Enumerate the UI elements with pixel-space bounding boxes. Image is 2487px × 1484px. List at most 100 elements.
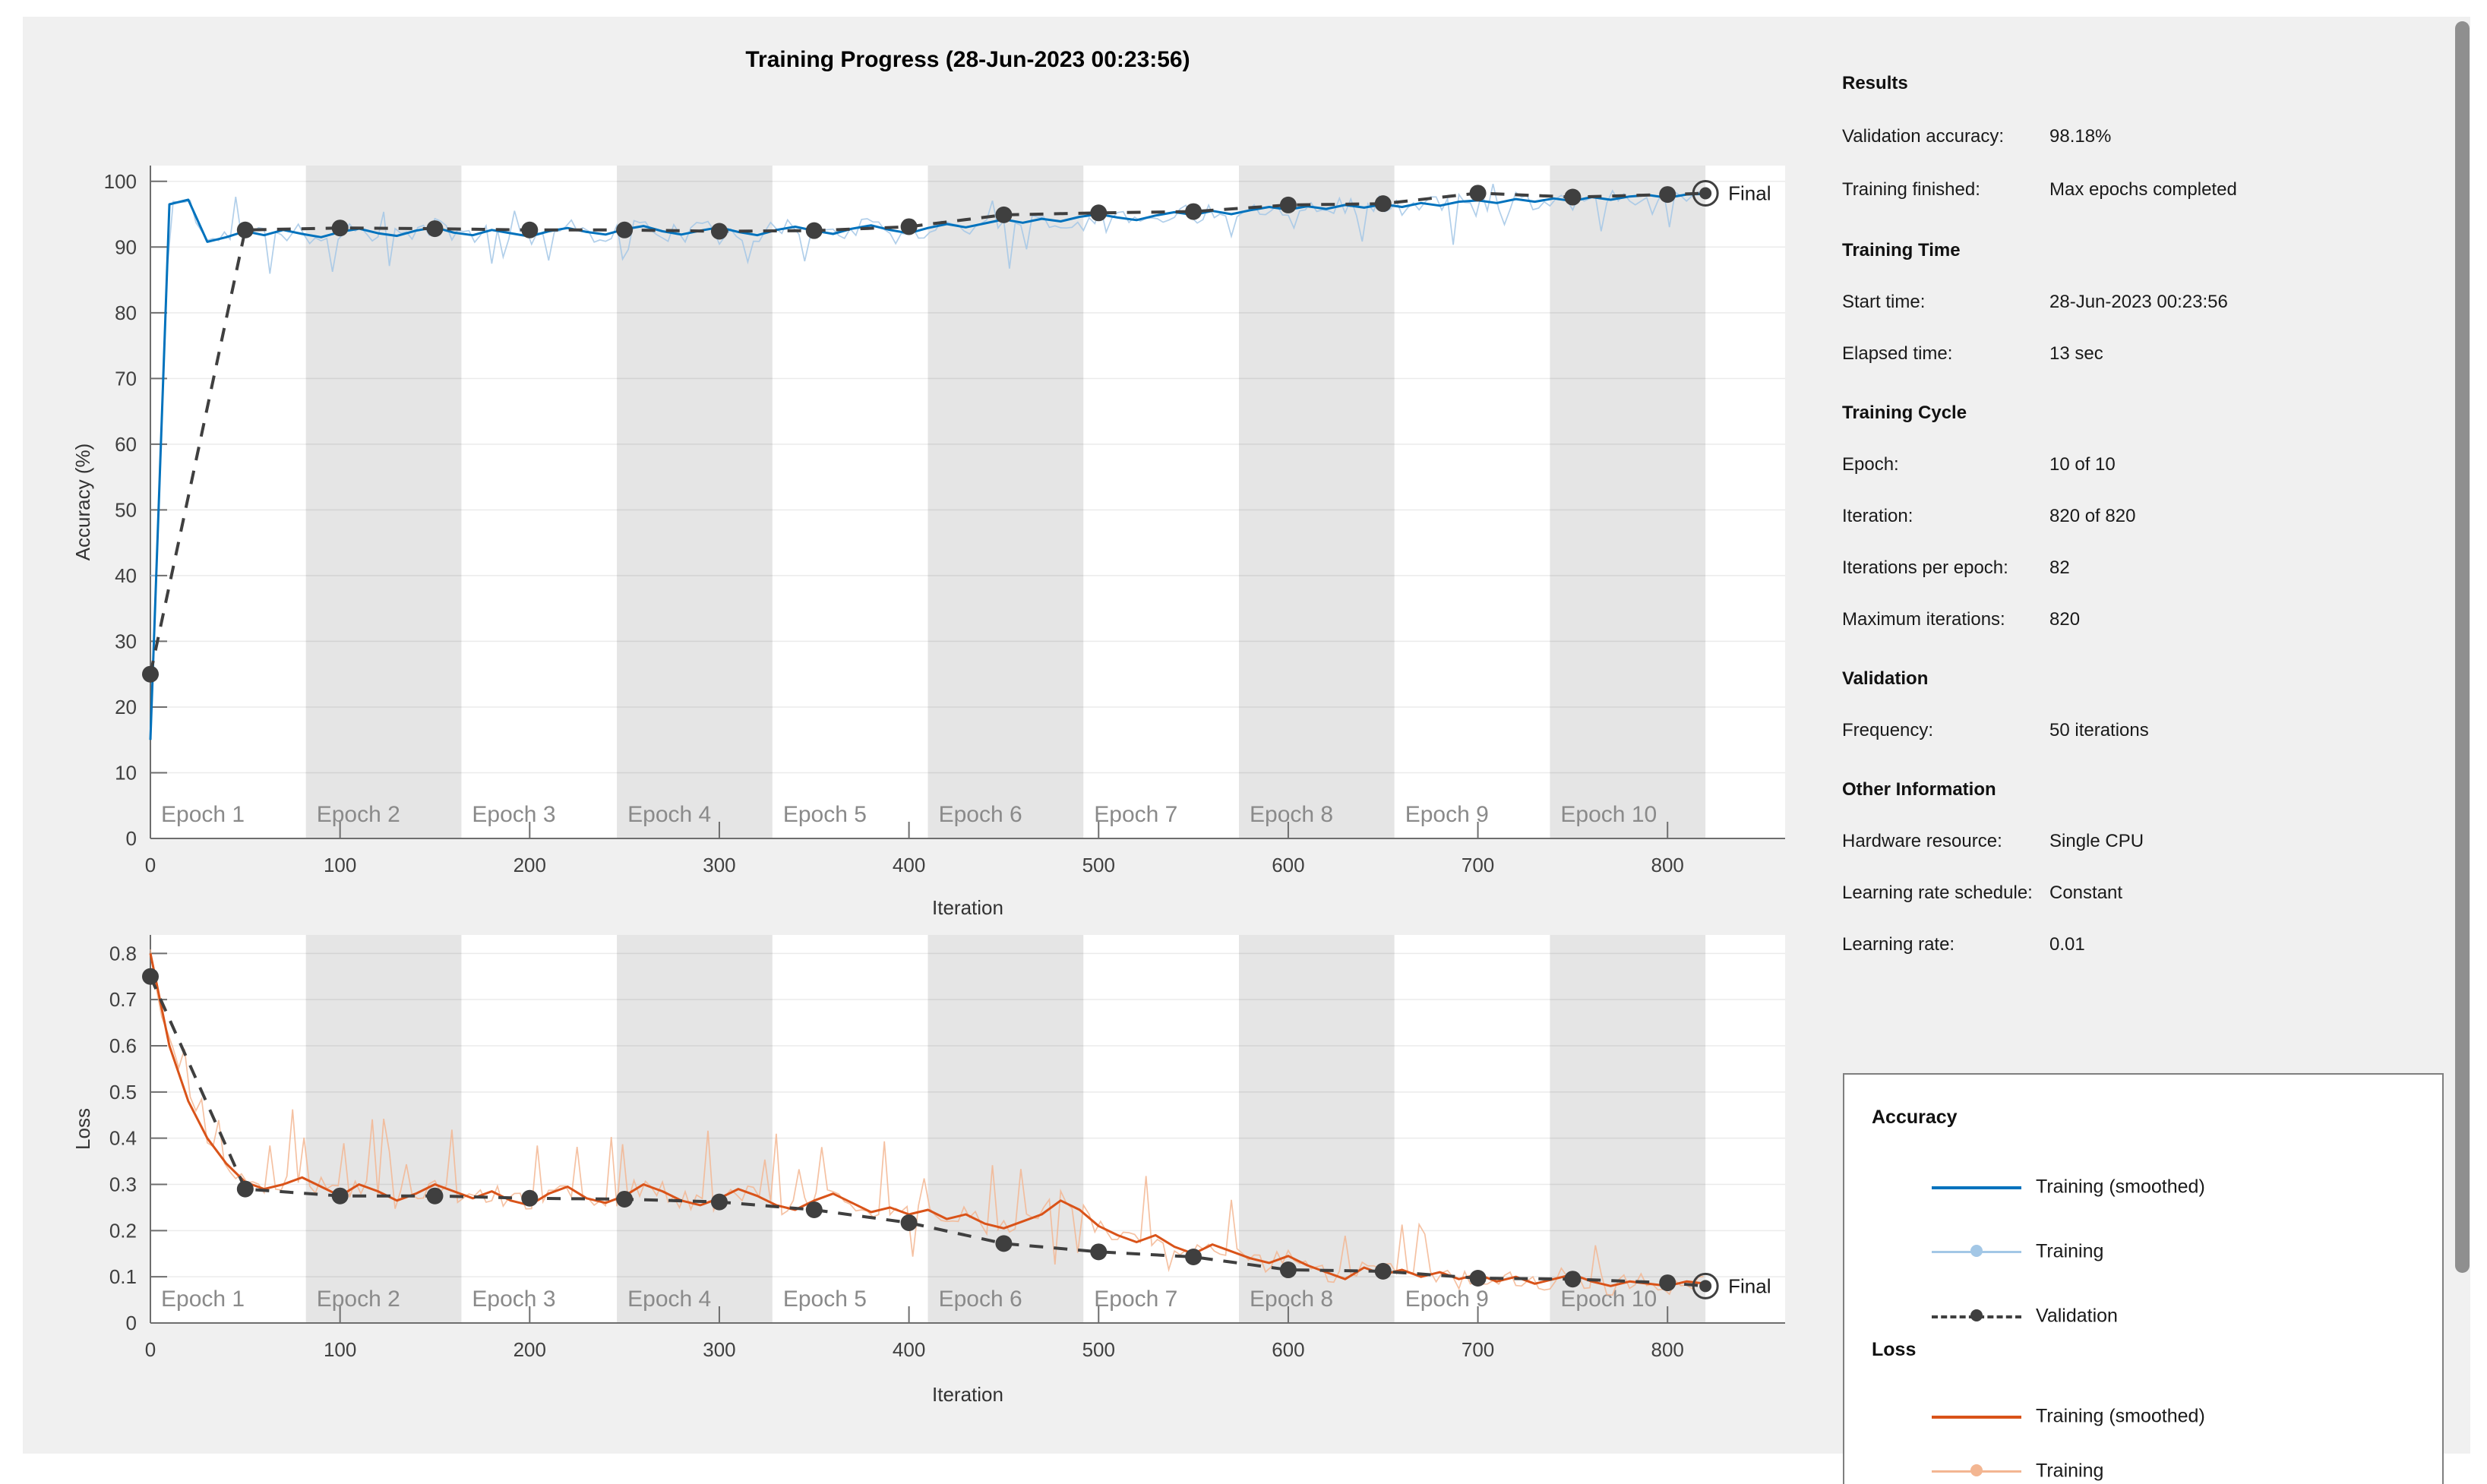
loss-chart: 0 0.1 0.2 0.3 0.4 0.5 0.6 0.7 0.8 0 100 200 300 400 50…	[71, 935, 1785, 1406]
epoch-label: Epoch 10	[1560, 1287, 1657, 1312]
accuracy-chart: 0 10 20 30 40 50 60 70 80 90 100 0 100 200 300 400 500 60…	[71, 166, 1785, 919]
svg-text:80: 80	[115, 302, 137, 324]
epoch-band	[1394, 166, 1550, 838]
loss-raw-marker-swatch	[1970, 1464, 1983, 1476]
validation-marker	[142, 665, 159, 683]
epoch-band	[150, 935, 306, 1323]
epoch-band	[927, 935, 1084, 1323]
epoch-band	[1705, 166, 1785, 838]
epoch-label: Epoch 6	[939, 1287, 1022, 1312]
epoch-band	[1394, 935, 1550, 1323]
epoch-label: Epoch 8	[1250, 802, 1333, 827]
epoch-band	[1239, 166, 1395, 838]
epoch-label: Epoch 3	[472, 802, 555, 827]
svg-text:300: 300	[703, 854, 735, 876]
epoch-label: Epoch 5	[783, 802, 867, 827]
epoch-label: Epoch 1	[161, 1287, 245, 1312]
svg-text:400: 400	[893, 1338, 925, 1361]
loss-smoothed-line-swatch	[1932, 1416, 2021, 1419]
final-marker-label: Final	[1728, 182, 1771, 205]
svg-text:100: 100	[324, 1338, 356, 1361]
validation-marker	[521, 221, 539, 238]
epoch-band	[1550, 935, 1706, 1323]
epoch-band	[617, 935, 773, 1323]
epoch-label: Epoch 10	[1560, 802, 1657, 827]
svg-text:60: 60	[115, 433, 137, 456]
svg-text:0.7: 0.7	[109, 988, 137, 1011]
epoch-label: Epoch 5	[783, 1287, 867, 1312]
epoch-label: Epoch 1	[161, 802, 245, 827]
legend-group-accuracy: Accuracy	[1872, 1107, 1958, 1128]
epoch-band	[1550, 166, 1706, 838]
validation-line	[149, 191, 1706, 675]
svg-text:800: 800	[1651, 854, 1684, 876]
validation-marker	[1090, 1243, 1108, 1261]
svg-text:0.5: 0.5	[109, 1081, 137, 1104]
svg-text:500: 500	[1082, 1338, 1115, 1361]
legend-box: Accuracy Training (smoothed) Training Va…	[1843, 1073, 2444, 1484]
svg-text:100: 100	[104, 170, 137, 193]
validation-marker	[521, 1189, 539, 1207]
y-axis-label: Accuracy (%)	[71, 444, 94, 561]
validation-marker	[426, 1187, 444, 1205]
svg-text:0: 0	[145, 1338, 156, 1361]
validation-marker	[1374, 1262, 1392, 1280]
epoch-band	[1239, 935, 1395, 1323]
validation-marker	[1279, 1261, 1297, 1279]
validation-marker	[805, 1201, 823, 1218]
final-marker-ring	[1692, 180, 1719, 207]
legend-item-label: Training	[2036, 1460, 2104, 1482]
validation-marker	[1659, 1274, 1676, 1292]
validation-marker	[900, 218, 918, 235]
validation-marker	[1564, 188, 1582, 206]
epoch-band	[927, 166, 1084, 838]
validation-marker	[1374, 195, 1392, 213]
svg-text:30: 30	[115, 630, 137, 652]
training-smoothed-line	[149, 192, 1706, 740]
vertical-scrollbar-thumb[interactable]	[2455, 21, 2470, 1273]
y-axis-label: Loss	[71, 1108, 94, 1150]
accuracy-raw-marker-swatch	[1970, 1245, 1983, 1257]
epoch-label: Epoch 9	[1405, 1287, 1489, 1312]
legend-item-label: Training	[2036, 1240, 2104, 1262]
validation-marker	[1279, 196, 1297, 213]
svg-text:700: 700	[1462, 854, 1494, 876]
accuracy-smoothed-line-swatch	[1932, 1186, 2021, 1189]
epoch-label: Epoch 4	[627, 802, 711, 827]
epoch-band	[305, 935, 462, 1323]
epoch-label: Epoch 9	[1405, 802, 1489, 827]
epoch-band	[772, 166, 928, 838]
svg-text:90: 90	[115, 235, 137, 258]
legend-group-loss: Loss	[1872, 1339, 1917, 1360]
svg-text:0.3: 0.3	[109, 1173, 137, 1196]
svg-text:600: 600	[1272, 1338, 1304, 1361]
validation-marker	[142, 968, 159, 985]
svg-text:200: 200	[514, 1338, 546, 1361]
epoch-label: Epoch 7	[1094, 1287, 1177, 1312]
epoch-band	[150, 166, 306, 838]
svg-text:600: 600	[1272, 854, 1304, 876]
final-marker-label: Final	[1728, 1274, 1771, 1297]
validation-marker	[995, 1235, 1013, 1252]
legend-item-label: Validation	[2036, 1305, 2118, 1327]
svg-text:0: 0	[126, 827, 137, 850]
validation-marker	[1659, 186, 1676, 204]
x-axis-label: Iteration	[932, 896, 1003, 919]
validation-marker-swatch	[1970, 1309, 1983, 1321]
svg-text:0: 0	[126, 1312, 137, 1334]
epoch-label: Epoch 6	[939, 802, 1022, 827]
validation-marker	[236, 221, 254, 238]
svg-text:200: 200	[514, 854, 546, 876]
final-marker-dot	[1699, 187, 1712, 200]
epoch-label: Epoch 2	[317, 1287, 400, 1312]
svg-text:500: 500	[1082, 854, 1115, 876]
validation-marker	[616, 221, 634, 238]
epoch-band	[617, 166, 773, 838]
epoch-band	[772, 935, 928, 1323]
validation-marker	[331, 1187, 349, 1205]
validation-marker	[1090, 204, 1108, 222]
svg-text:40: 40	[115, 564, 137, 587]
epoch-label: Epoch 2	[317, 802, 400, 827]
